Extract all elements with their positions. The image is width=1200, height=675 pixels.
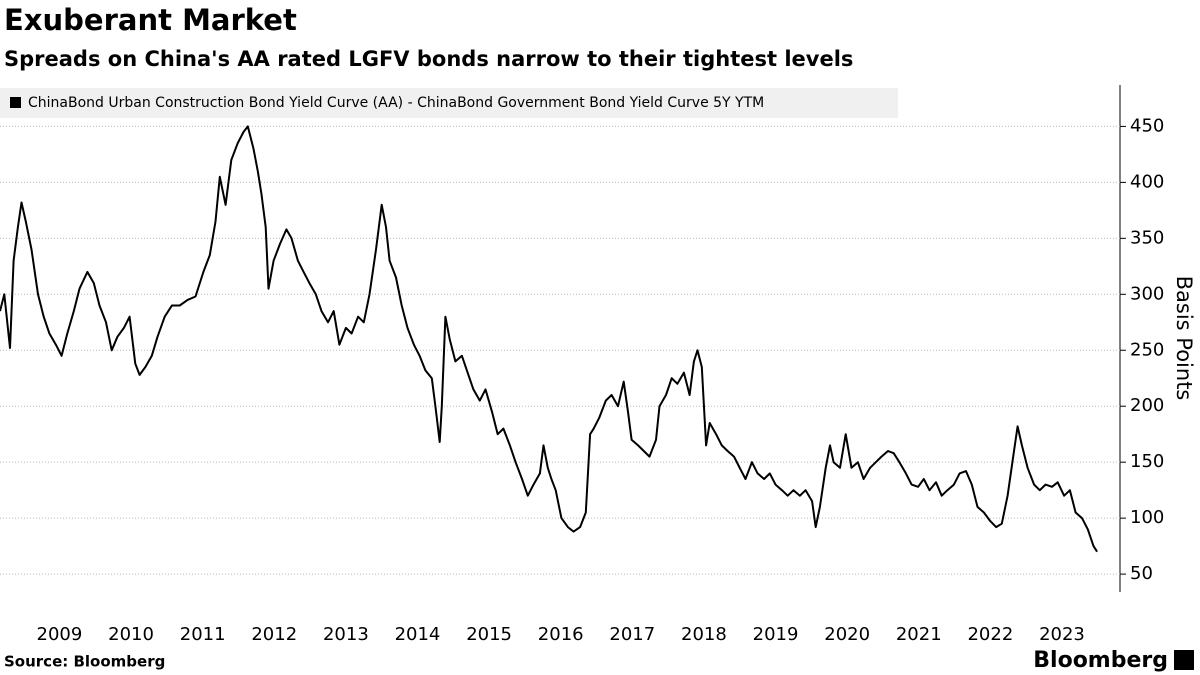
x-tick-label: 2015	[466, 624, 512, 645]
y-tick-label: 350	[1130, 227, 1164, 248]
source: Source: Bloomberg	[4, 653, 165, 671]
y-tick-label: 250	[1130, 339, 1164, 360]
x-tick-label: 2011	[180, 624, 226, 645]
y-tick-label: 150	[1130, 451, 1164, 472]
x-tick-label: 2020	[824, 624, 870, 645]
data-line	[0, 125, 1098, 553]
x-tick-label: 2014	[395, 624, 441, 645]
brand-icon	[1174, 650, 1194, 670]
x-tick-label: 2023	[1039, 624, 1085, 645]
x-tick-label: 2013	[323, 624, 369, 645]
legend-label: ChinaBond Urban Construction Bond Yield …	[28, 95, 764, 111]
x-tick-label: 2018	[681, 624, 727, 645]
x-tick-label: 2019	[753, 624, 799, 645]
y-axis-label: Basis Points	[1172, 276, 1196, 401]
chart-title: Exuberant Market	[4, 3, 297, 37]
x-tick-label: 2017	[609, 624, 655, 645]
x-tick-label: 2022	[967, 624, 1013, 645]
y-tick-label: 50	[1130, 563, 1153, 584]
y-tick-label: 300	[1130, 283, 1164, 304]
y-tick-label: 450	[1130, 115, 1164, 136]
y-tick-label: 100	[1130, 507, 1164, 528]
x-tick-label: 2012	[251, 624, 297, 645]
x-tick-label: 2009	[37, 624, 83, 645]
legend-box	[0, 88, 898, 118]
y-tick-label: 200	[1130, 395, 1164, 416]
y-tick-label: 400	[1130, 171, 1164, 192]
chart-subtitle: Spreads on China's AA rated LGFV bonds n…	[4, 47, 853, 71]
x-tick-label: 2010	[108, 624, 154, 645]
x-tick-label: 2016	[538, 624, 584, 645]
brand: Bloomberg	[1033, 648, 1168, 673]
x-tick-label: 2021	[896, 624, 942, 645]
legend-swatch	[10, 97, 21, 108]
